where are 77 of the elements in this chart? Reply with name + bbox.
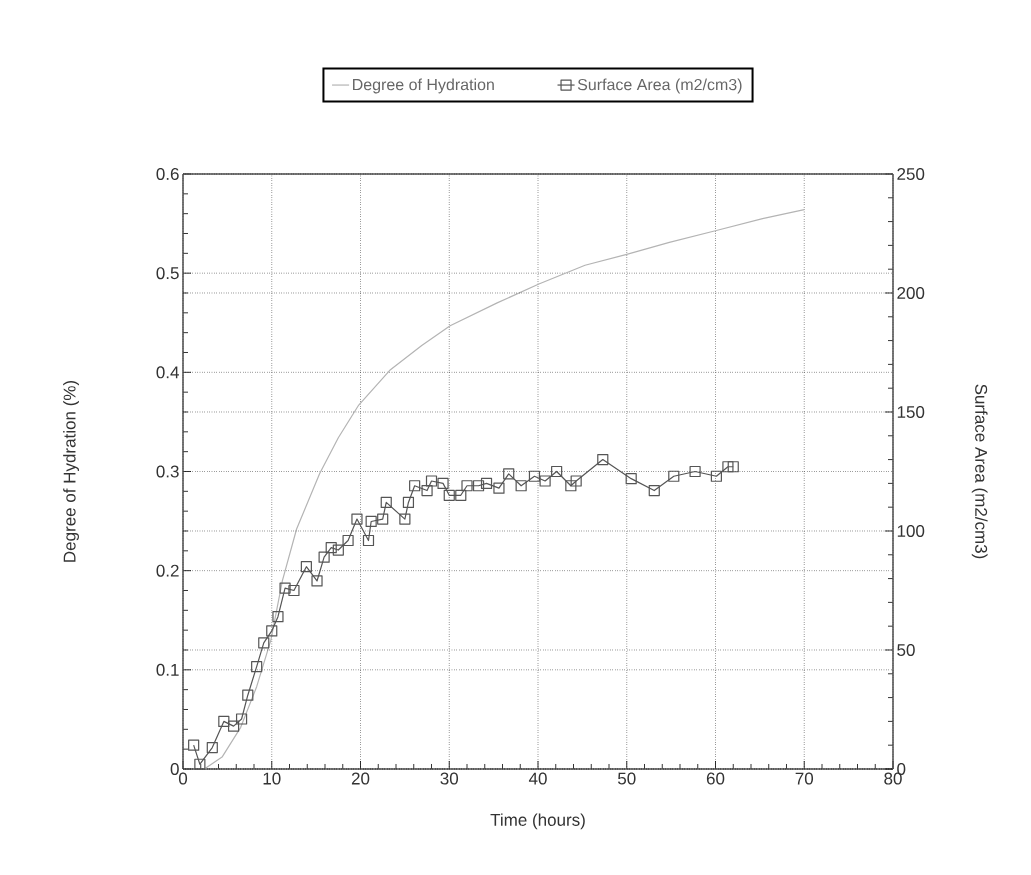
point xyxy=(279,582,291,594)
y2-tick-label: 200 xyxy=(897,286,925,300)
point xyxy=(570,475,582,487)
point xyxy=(480,477,493,489)
point xyxy=(206,741,218,754)
y2-tick-label: 50 xyxy=(897,643,915,657)
point xyxy=(332,544,344,556)
point xyxy=(597,453,609,466)
point xyxy=(266,625,278,637)
point xyxy=(551,465,563,478)
point xyxy=(472,480,485,492)
point xyxy=(272,611,284,623)
point xyxy=(461,480,473,492)
x-tick-label: 10 xyxy=(263,772,281,785)
point xyxy=(380,496,392,509)
point xyxy=(409,480,421,492)
point xyxy=(235,713,248,725)
point xyxy=(194,758,206,770)
y2-axis-title: Surface Area (m2/cm3) xyxy=(971,384,988,559)
y-tick-label: 0.3 xyxy=(156,465,179,478)
x-tick-label: 0 xyxy=(178,772,188,785)
y-tick-label: 0.4 xyxy=(156,366,179,379)
point xyxy=(311,575,323,587)
y2-tick-label: 150 xyxy=(897,405,925,419)
point xyxy=(251,661,263,673)
point xyxy=(218,715,230,727)
line-series xyxy=(203,209,805,769)
point xyxy=(710,470,722,482)
point xyxy=(288,584,300,597)
x-tick-label: 40 xyxy=(528,772,547,785)
x-tick-label: 70 xyxy=(795,772,814,785)
point xyxy=(421,484,433,497)
point xyxy=(503,468,515,480)
x-tick-label: 50 xyxy=(617,772,636,785)
y-tick-label: 0.6 xyxy=(156,167,179,181)
x-tick-label: 60 xyxy=(706,772,725,785)
point xyxy=(437,477,449,489)
point xyxy=(625,473,637,485)
point xyxy=(722,461,734,473)
point xyxy=(402,496,415,509)
point xyxy=(443,489,455,501)
point xyxy=(399,513,411,525)
point xyxy=(362,534,375,547)
point xyxy=(515,480,527,492)
y-axis-title: Degree of Hydration (%) xyxy=(63,380,79,562)
y-tick-label: 0.1 xyxy=(156,663,179,676)
point xyxy=(318,551,330,563)
point xyxy=(325,542,337,554)
point xyxy=(528,470,541,482)
point xyxy=(351,513,363,525)
point xyxy=(493,482,505,494)
point xyxy=(227,720,240,732)
y-tick-label: 0.5 xyxy=(156,267,179,280)
legend-label: Degree of Hydration xyxy=(353,78,494,94)
point xyxy=(648,484,660,497)
point xyxy=(342,534,354,547)
point xyxy=(377,513,389,525)
x-axis-title: Time (hours) xyxy=(490,813,585,830)
point xyxy=(539,475,551,487)
y-tick-label: 0 xyxy=(170,762,179,776)
point xyxy=(727,461,739,473)
point xyxy=(668,470,680,482)
y-tick-label: 0.2 xyxy=(156,564,179,577)
x-tick-label: 20 xyxy=(351,772,370,785)
y2-tick-label: 250 xyxy=(897,167,925,181)
point xyxy=(300,561,312,573)
point xyxy=(565,480,577,492)
point xyxy=(425,475,438,487)
x-tick-label: 30 xyxy=(440,772,459,785)
point xyxy=(689,465,701,478)
point xyxy=(258,637,270,649)
point xyxy=(455,489,467,501)
legend-label: Surface Area (m2/cm3) xyxy=(577,78,742,94)
point xyxy=(365,515,377,528)
point xyxy=(188,739,200,751)
point xyxy=(242,689,254,701)
y2-tick-label: 100 xyxy=(897,524,925,538)
